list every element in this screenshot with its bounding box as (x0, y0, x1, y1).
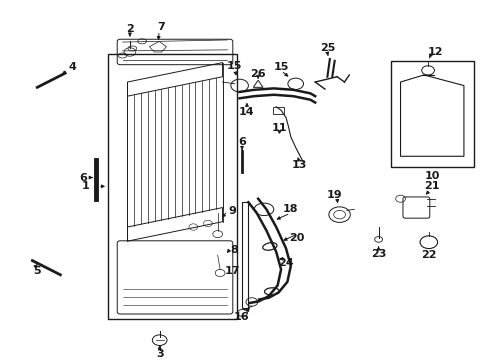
Bar (272, 108, 283, 114)
Text: 14: 14 (239, 107, 254, 117)
Text: 24: 24 (277, 258, 293, 268)
Text: 19: 19 (326, 190, 342, 200)
Text: 26: 26 (250, 69, 265, 79)
Text: 5: 5 (33, 266, 41, 276)
Text: 17: 17 (224, 266, 240, 276)
Text: 13: 13 (291, 160, 306, 170)
Text: 15: 15 (226, 61, 242, 71)
Text: 16: 16 (233, 312, 249, 322)
Text: 23: 23 (370, 248, 386, 258)
Text: 3: 3 (156, 349, 163, 359)
Text: 21: 21 (424, 181, 439, 192)
Text: 6: 6 (238, 137, 245, 147)
Bar (242, 202, 247, 308)
Text: 2: 2 (126, 24, 134, 34)
Bar (390, 61, 473, 167)
Text: 7: 7 (158, 22, 165, 32)
Text: 8: 8 (230, 245, 238, 255)
Text: 22: 22 (420, 250, 436, 260)
Text: 6: 6 (80, 172, 87, 183)
Text: 15: 15 (273, 62, 288, 72)
Text: 20: 20 (289, 233, 304, 243)
Text: 25: 25 (319, 44, 334, 53)
Text: 10: 10 (424, 171, 439, 181)
Text: 9: 9 (228, 206, 236, 216)
Text: 11: 11 (271, 123, 287, 133)
Text: 18: 18 (282, 204, 298, 214)
Text: 4: 4 (68, 62, 76, 72)
Text: 1: 1 (82, 181, 90, 192)
Bar (108, 54, 237, 319)
Text: 12: 12 (427, 47, 442, 57)
